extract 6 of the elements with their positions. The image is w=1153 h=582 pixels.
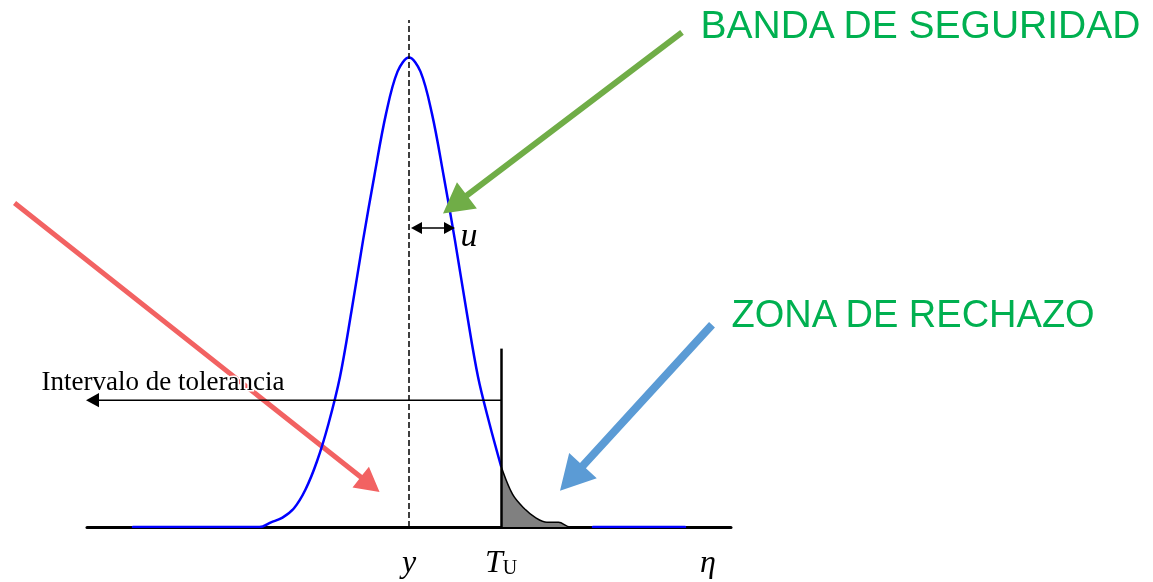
x-tick-label: η: [700, 543, 716, 579]
text: ZONA DE RECHAZO: [731, 292, 1095, 335]
x-tick-label: TU: [484, 543, 518, 579]
x-tick-label: y: [398, 543, 417, 579]
text: BANDA DE SEGURIDAD: [700, 2, 1141, 46]
annotation: u: [460, 216, 478, 253]
